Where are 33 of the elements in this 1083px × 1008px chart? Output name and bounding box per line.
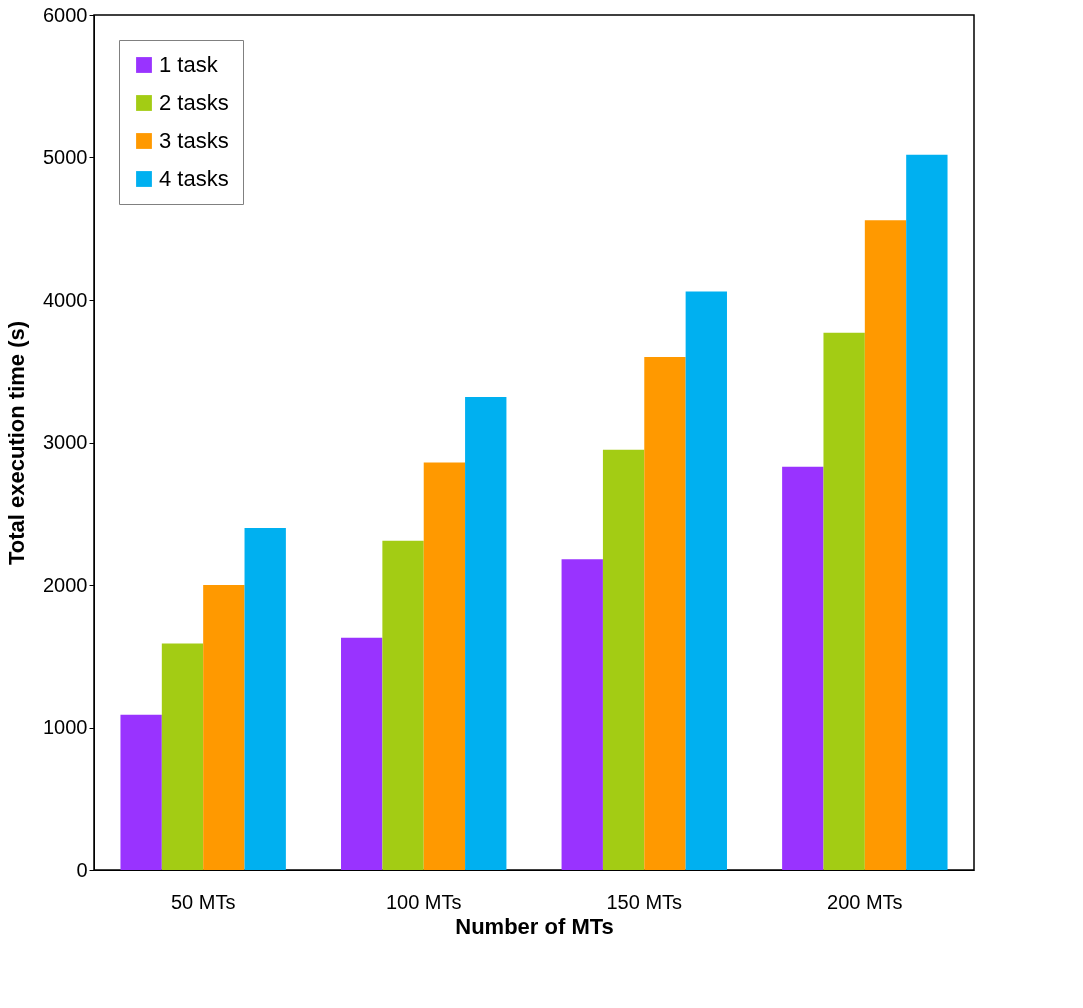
bar: [823, 332, 865, 870]
x-tick-label: 150 MTs: [606, 890, 683, 913]
x-tick-label: 50 MTs: [170, 890, 236, 913]
bar: [906, 154, 948, 870]
bar: [602, 449, 645, 870]
bar: [561, 559, 603, 870]
y-tick-label: 5000: [43, 146, 88, 168]
legend-label: 1 task: [159, 52, 219, 77]
x-axis-title: Number of MTs: [455, 913, 614, 939]
bar: [244, 528, 286, 870]
y-tick-label: 4000: [43, 288, 88, 311]
bar: [161, 643, 204, 870]
x-tick-label: 100 MTs: [385, 890, 462, 913]
legend-label: 3 tasks: [159, 128, 229, 153]
bar: [864, 220, 907, 870]
bar: [644, 357, 686, 870]
y-tick-label: 2000: [43, 573, 88, 596]
y-tick-label: 0: [76, 858, 88, 881]
y-axis-title: Total execution time (s): [4, 320, 30, 566]
bar: [382, 540, 424, 870]
y-tick-label: 6000: [43, 3, 88, 26]
bar: [341, 637, 383, 870]
bar: [423, 462, 466, 870]
bar: [203, 585, 245, 870]
bar: [782, 466, 824, 870]
bar: [120, 714, 162, 870]
legend-label: 4 tasks: [159, 166, 229, 191]
y-tick-label: 3000: [43, 431, 88, 453]
y-tick-label: 1000: [43, 716, 88, 738]
bar: [465, 396, 507, 870]
x-tick-label: 200 MTs: [827, 890, 903, 913]
legend-label: 2 tasks: [159, 90, 229, 115]
bar: [685, 291, 727, 870]
